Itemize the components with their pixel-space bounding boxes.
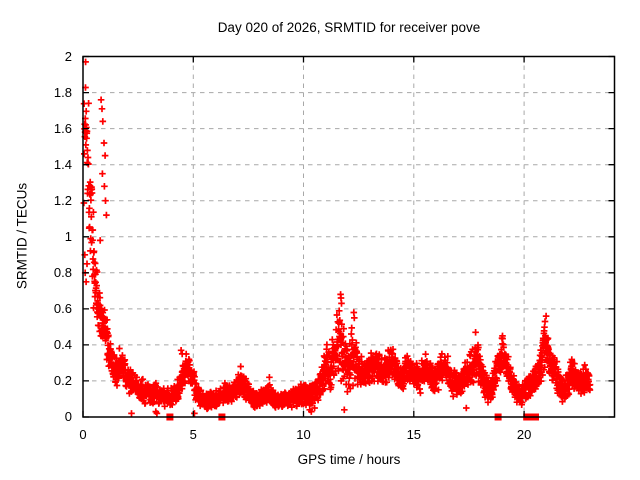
plot-border (82, 55, 616, 418)
y-tick-label: 1.2 (53, 192, 72, 208)
grid-lines (83, 56, 615, 417)
chart-title: Day 020 of 2026, SRMTID for receiver pov… (217, 20, 481, 35)
x-tick-label: 20 (516, 427, 532, 442)
x-axis-label: GPS time / hours (297, 452, 401, 467)
x-tick-label: 15 (406, 427, 422, 442)
y-tick-label: 0.4 (53, 336, 72, 352)
y-tick-label: 1.4 (53, 156, 72, 172)
scatter-points (80, 58, 594, 417)
y-tick-label: 0 (64, 409, 72, 424)
y-tick-label: 1.8 (53, 84, 72, 100)
x-tick-label: 5 (189, 427, 197, 442)
x-tick-label: 0 (79, 427, 87, 442)
y-tick-label: 0.8 (53, 264, 72, 280)
y-tick-label: 1 (64, 228, 72, 244)
y-tick-label: 1.6 (53, 120, 72, 136)
y-tick-label: 0.2 (53, 372, 72, 388)
y-tick-label: 0.6 (53, 300, 72, 316)
x-tick-label: 10 (296, 427, 311, 442)
y-tick-label: 2 (64, 48, 72, 64)
